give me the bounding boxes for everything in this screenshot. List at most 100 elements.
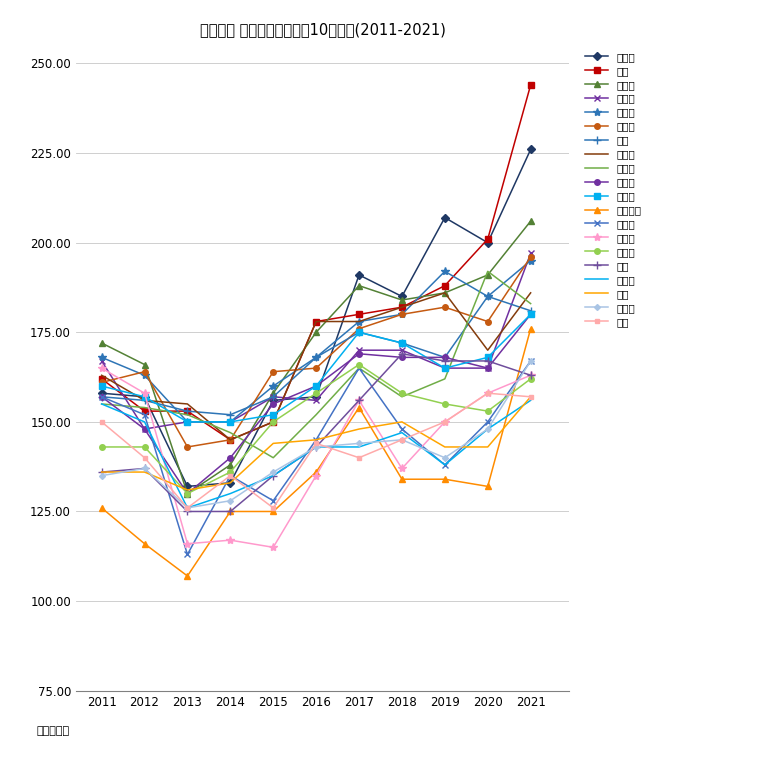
北小岩 bbox=[183, 503, 192, 512]
清新町 bbox=[398, 424, 407, 433]
南篠崎町 bbox=[354, 403, 364, 412]
西小岩 bbox=[526, 253, 535, 262]
Line: 西小岩: 西小岩 bbox=[99, 254, 534, 450]
南小岩 bbox=[140, 392, 149, 402]
南葛西 bbox=[483, 407, 493, 416]
一之江 bbox=[269, 453, 278, 462]
松江 bbox=[97, 417, 106, 427]
Line: 南篠崎町: 南篠崎町 bbox=[99, 326, 534, 579]
船堀 bbox=[269, 417, 278, 427]
平井 bbox=[440, 353, 449, 362]
北小岩 bbox=[354, 442, 364, 452]
西葛西 bbox=[97, 339, 106, 348]
東葛西 bbox=[483, 292, 493, 301]
清新町 bbox=[354, 364, 364, 373]
小松川 bbox=[269, 399, 278, 408]
中央 bbox=[354, 424, 364, 433]
北小岩 bbox=[225, 489, 235, 498]
Line: 江戸川: 江戸川 bbox=[99, 359, 533, 510]
南小岩 bbox=[483, 238, 493, 247]
南葛西 bbox=[312, 389, 321, 398]
一之江 bbox=[398, 392, 407, 402]
篠崎町 bbox=[440, 364, 449, 373]
西小岩 bbox=[440, 303, 449, 312]
平井 bbox=[312, 353, 321, 362]
東小岩 bbox=[483, 389, 493, 398]
平井 bbox=[183, 407, 192, 416]
江戸川 bbox=[183, 503, 192, 512]
東小岩 bbox=[312, 471, 321, 480]
船堀 bbox=[225, 435, 235, 444]
Text: 単位：万円: 単位：万円 bbox=[36, 726, 70, 736]
西小岩 bbox=[269, 367, 278, 376]
中央 bbox=[97, 468, 106, 477]
中葛西 bbox=[183, 399, 192, 408]
篠崎町 bbox=[398, 345, 407, 354]
篠崎町 bbox=[483, 364, 493, 373]
西葛西 bbox=[225, 460, 235, 469]
松江 bbox=[312, 439, 321, 448]
西葛西 bbox=[398, 295, 407, 304]
中央 bbox=[483, 442, 493, 452]
松島 bbox=[483, 357, 493, 366]
西小岩 bbox=[483, 317, 493, 326]
北葛西 bbox=[97, 382, 106, 391]
中央 bbox=[312, 435, 321, 444]
東葛西 bbox=[526, 256, 535, 265]
東小岩 bbox=[183, 539, 192, 548]
Line: 中央: 中央 bbox=[102, 397, 531, 490]
西葛西 bbox=[269, 389, 278, 398]
北小岩 bbox=[269, 471, 278, 480]
東葛西 bbox=[225, 417, 235, 427]
中葛西 bbox=[483, 345, 493, 354]
北葛西 bbox=[440, 364, 449, 373]
船堀 bbox=[312, 317, 321, 326]
船堀 bbox=[440, 281, 449, 290]
南篠崎町 bbox=[312, 468, 321, 477]
松江 bbox=[440, 417, 449, 427]
江戸川 bbox=[140, 464, 149, 473]
南篠崎町 bbox=[440, 474, 449, 483]
南小岩 bbox=[354, 270, 364, 279]
Line: 小松川: 小松川 bbox=[99, 312, 534, 496]
江戸川 bbox=[483, 424, 493, 433]
江戸川 bbox=[97, 471, 106, 480]
北小岩 bbox=[526, 396, 535, 405]
西葛西 bbox=[440, 288, 449, 298]
平井 bbox=[269, 392, 278, 402]
西小岩 bbox=[354, 324, 364, 333]
Line: 北小岩: 北小岩 bbox=[102, 401, 531, 508]
東葛西 bbox=[354, 317, 364, 326]
松江 bbox=[483, 389, 493, 398]
江戸川 bbox=[440, 453, 449, 462]
東葛西 bbox=[97, 353, 106, 362]
西小岩 bbox=[183, 442, 192, 452]
松島 bbox=[97, 468, 106, 477]
篠崎町 bbox=[225, 417, 235, 427]
南小岩 bbox=[312, 392, 321, 402]
一之江 bbox=[312, 410, 321, 419]
船堀 bbox=[183, 407, 192, 416]
南小岩 bbox=[183, 482, 192, 491]
船堀 bbox=[483, 235, 493, 244]
東小岩 bbox=[398, 464, 407, 473]
一之江 bbox=[225, 428, 235, 437]
一之江 bbox=[440, 374, 449, 383]
篠崎町 bbox=[526, 249, 535, 258]
篠崎町 bbox=[183, 417, 192, 427]
Title: 江戸川区 マンション坪単価10年変遷(2011-2021): 江戸川区 マンション坪単価10年変遷(2011-2021) bbox=[200, 23, 446, 37]
南葛西 bbox=[440, 399, 449, 408]
船堀 bbox=[526, 80, 535, 90]
Line: 南小岩: 南小岩 bbox=[99, 146, 534, 489]
西小岩 bbox=[97, 378, 106, 387]
松江 bbox=[269, 503, 278, 512]
松江 bbox=[225, 471, 235, 480]
一之江 bbox=[97, 399, 106, 408]
北小岩 bbox=[312, 442, 321, 452]
江戸川 bbox=[312, 442, 321, 452]
西葛西 bbox=[526, 216, 535, 225]
西小岩 bbox=[312, 364, 321, 373]
松島 bbox=[398, 349, 407, 358]
北小岩 bbox=[398, 428, 407, 437]
一之江 bbox=[526, 299, 535, 308]
